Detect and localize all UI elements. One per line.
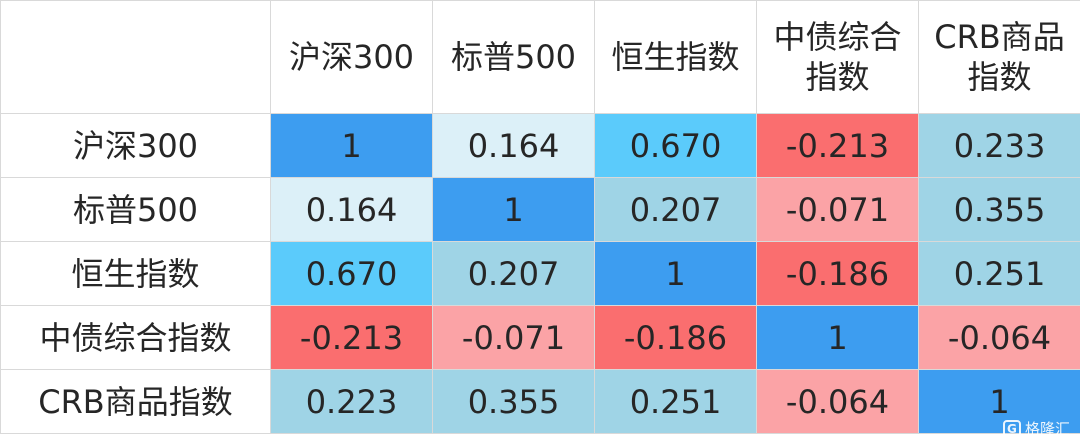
heatmap-cell: 0.223 — [270, 369, 433, 434]
heatmap-cell: 1 — [270, 113, 433, 178]
heatmap-cell: 0.251 — [594, 369, 757, 434]
heatmap-cell: 0.355 — [918, 177, 1080, 242]
heatmap-cell: 0.164 — [270, 177, 433, 242]
column-header-label: 中债综合 指数 — [773, 18, 902, 96]
column-header: 沪深300 — [270, 0, 433, 114]
heatmap-cell: -0.186 — [594, 305, 757, 370]
heatmap-cell: -0.186 — [756, 241, 919, 306]
watermark-logo-icon: G — [1002, 419, 1021, 438]
heatmap-cell: -0.071 — [432, 305, 595, 370]
row-header: 标普500 — [0, 177, 271, 242]
column-header: CRB商品 指数 — [918, 0, 1080, 114]
heatmap-cell: 0.670 — [270, 241, 433, 306]
heatmap-cell: -0.213 — [756, 113, 919, 178]
heatmap-cell: 0.251 — [918, 241, 1080, 306]
corner-cell — [0, 0, 271, 114]
heatmap-cell: -0.064 — [918, 305, 1080, 370]
heatmap-cell: 1 — [756, 305, 919, 370]
heatmap-cell: 1 — [432, 177, 595, 242]
table-row: 标普500 0.164 1 0.207 -0.071 0.355 — [0, 177, 1080, 242]
header-row: 沪深300 标普500 恒生指数 中债综合 指数 CRB商品 指数 — [0, 0, 1080, 114]
heatmap-cell: 1 — [918, 369, 1080, 434]
row-header: 中债综合指数 — [0, 305, 271, 370]
column-header-label: 恒生指数 — [611, 38, 740, 76]
heatmap-cell: -0.071 — [756, 177, 919, 242]
column-header-label: CRB商品 指数 — [934, 18, 1065, 96]
column-header-label: 标普500 — [450, 38, 577, 76]
row-header: 恒生指数 — [0, 241, 271, 306]
heatmap-cell: -0.213 — [270, 305, 433, 370]
column-header: 恒生指数 — [594, 0, 757, 114]
heatmap-cell: 0.355 — [432, 369, 595, 434]
heatmap-cell: 0.207 — [594, 177, 757, 242]
table-row: CRB商品指数 0.223 0.355 0.251 -0.064 1 — [0, 369, 1080, 434]
heatmap-cell: 0.164 — [432, 113, 595, 178]
column-header: 中债综合 指数 — [756, 0, 919, 114]
row-header: 沪深300 — [0, 113, 271, 178]
watermark-text: 格隆汇 — [1024, 420, 1070, 438]
heatmap-cell: -0.064 — [756, 369, 919, 434]
table-row: 恒生指数 0.670 0.207 1 -0.186 0.251 — [0, 241, 1080, 306]
heatmap-cell: 0.207 — [432, 241, 595, 306]
column-header: 标普500 — [432, 0, 595, 114]
heatmap-cell: 0.670 — [594, 113, 757, 178]
heatmap-cell: 0.233 — [918, 113, 1080, 178]
correlation-table: 沪深300 标普500 恒生指数 中债综合 指数 CRB商品 指数 沪深300 1 0.… — [0, 0, 1080, 434]
table-row: 沪深300 1 0.164 0.670 -0.213 0.233 — [0, 113, 1080, 178]
row-header: CRB商品指数 — [0, 369, 271, 434]
column-header-label: 沪深300 — [288, 38, 415, 76]
heatmap-cell: 1 — [594, 241, 757, 306]
matrix-body: 沪深300 1 0.164 0.670 -0.213 0.233 标普500 0.164 1 0.… — [0, 113, 1080, 434]
watermark: G 格隆汇 — [1002, 418, 1070, 439]
table-row: 中债综合指数 -0.213 -0.071 -0.186 1 -0.064 — [0, 305, 1080, 370]
